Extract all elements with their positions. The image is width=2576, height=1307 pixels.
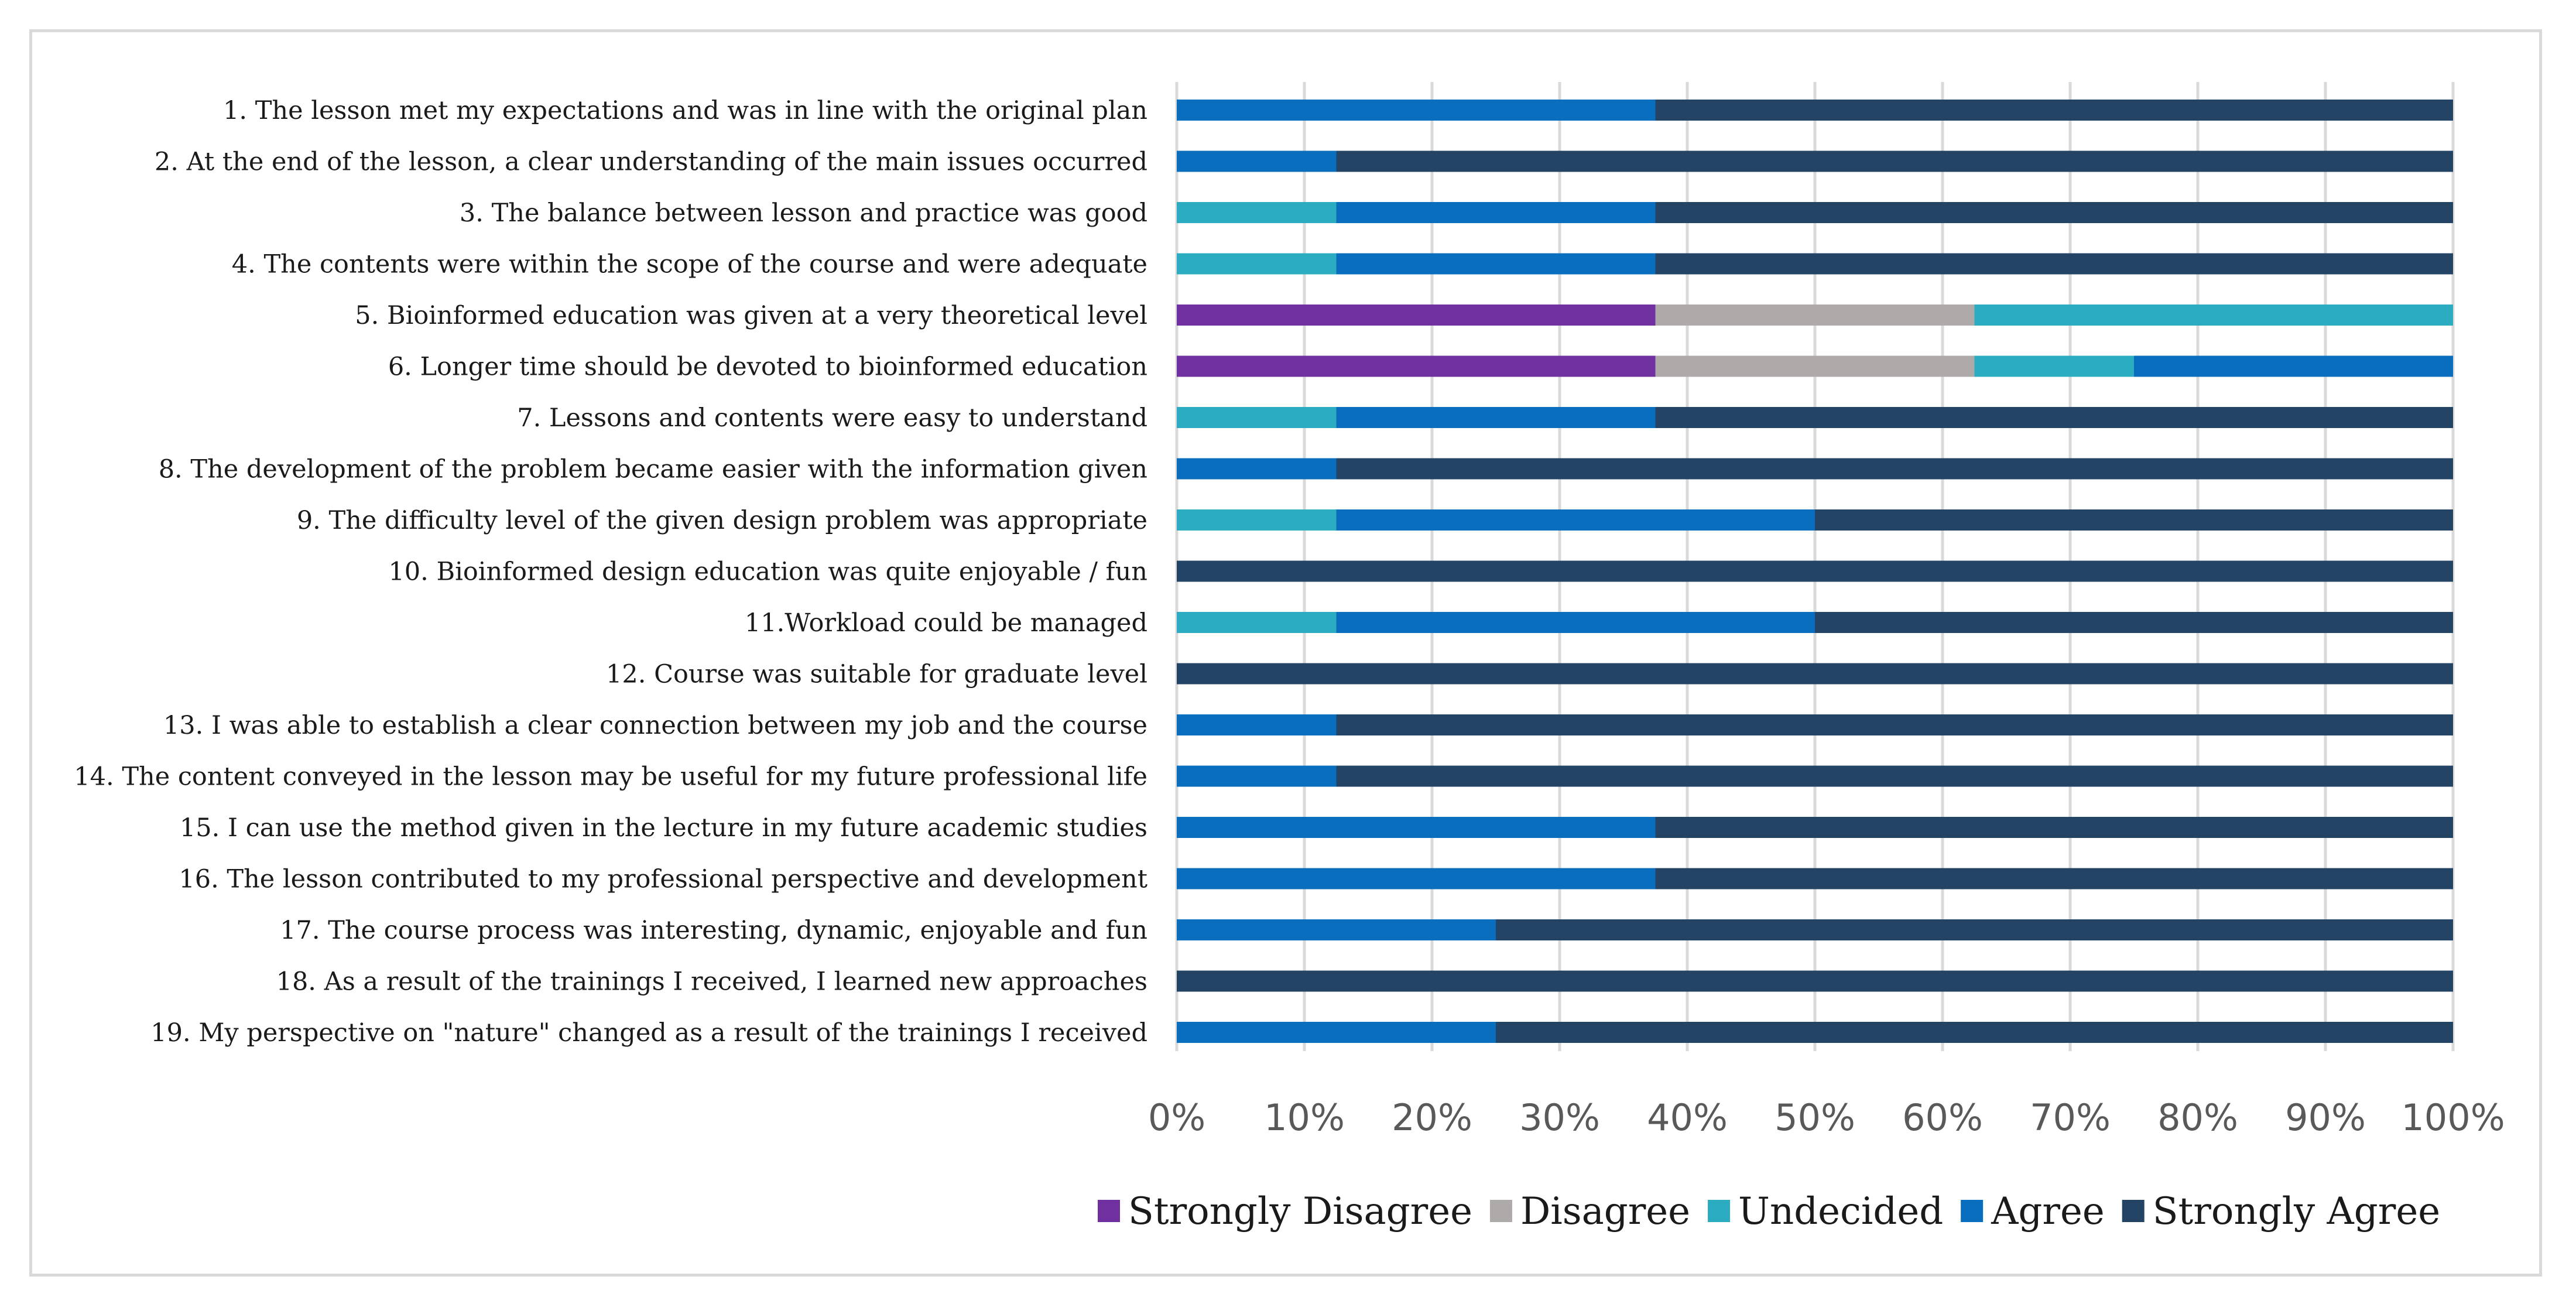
- category-label: 1. The lesson met my expectations and wa…: [223, 96, 1147, 125]
- category-labels: 1. The lesson met my expectations and wa…: [74, 96, 1147, 1048]
- bar-segment: [1336, 509, 1815, 531]
- category-label: 2. At the end of the lesson, a clear und…: [155, 148, 1147, 177]
- legend-label: Strongly Disagree: [1128, 1190, 1472, 1233]
- category-label: 19. My perspective on "nature" changed a…: [150, 1018, 1147, 1048]
- x-tick-label: 50%: [1775, 1096, 1855, 1139]
- bar-segment: [1974, 355, 2134, 377]
- bar-segment: [1177, 407, 1337, 428]
- legend-label: Disagree: [1520, 1190, 1690, 1233]
- legend-swatch: [1098, 1200, 1120, 1222]
- x-tick-label: 100%: [2401, 1096, 2505, 1139]
- bar-segment: [1177, 970, 2453, 992]
- bar-segment: [1496, 919, 2453, 940]
- bar-segment: [1177, 714, 1337, 735]
- bar-segment: [1336, 765, 2453, 787]
- bar-segment: [1815, 612, 2453, 633]
- chart-frame: [29, 29, 2542, 1277]
- bar-segment: [1177, 765, 1337, 787]
- x-axis-ticks: 0% 10% 20% 30% 40% 50% 60% 70% 80% 90% 100%: [1148, 1096, 2505, 1139]
- category-label: 11.Workload could be managed: [745, 608, 1147, 638]
- bar-segment: [1496, 1022, 2453, 1043]
- bar-segment: [1177, 663, 2453, 685]
- x-tick-label: 20%: [1392, 1096, 1472, 1139]
- category-label: 17. The course process was interesting, …: [280, 916, 1147, 945]
- bar-segment: [1177, 612, 1337, 633]
- category-label: 6. Longer time should be devoted to bioi…: [388, 353, 1147, 382]
- bar-segment: [1177, 253, 1337, 275]
- category-label: 18. As a result of the trainings I recei…: [276, 967, 1147, 997]
- bar-segment: [1177, 817, 1656, 838]
- bar-segment: [1655, 868, 2453, 889]
- category-label: 5. Bioinformed education was given at a …: [355, 301, 1147, 330]
- bar-segment: [1177, 304, 1656, 326]
- bar-segment: [1336, 714, 2453, 735]
- bar-segment: [1655, 355, 1975, 377]
- bar-segment: [1655, 817, 2453, 838]
- category-label: 4. The contents were within the scope of…: [232, 250, 1147, 279]
- legend-swatch: [1708, 1200, 1731, 1222]
- bar-segment: [1336, 612, 1815, 633]
- bar-segment: [1336, 202, 1656, 223]
- bar-segment: [1336, 407, 1656, 428]
- bar-segment: [1655, 100, 2453, 121]
- bar-segment: [1177, 355, 1656, 377]
- x-tick-label: 70%: [2030, 1096, 2111, 1139]
- bars: [1177, 100, 2453, 1043]
- legend-swatch: [1961, 1200, 1984, 1222]
- legend-label: Undecided: [1738, 1190, 1943, 1233]
- legend-swatch: [2122, 1200, 2145, 1222]
- bar-segment: [1177, 1022, 1496, 1043]
- category-label: 12. Course was suitable for graduate lev…: [606, 660, 1147, 689]
- legend-label: Strongly Agree: [2153, 1190, 2440, 1233]
- bar-segment: [1177, 150, 1337, 172]
- x-tick-label: 30%: [1519, 1096, 1600, 1139]
- bar-segment: [1655, 407, 2453, 428]
- legend-swatch: [1489, 1200, 1512, 1222]
- bar-segment: [1177, 919, 1496, 940]
- bar-segment: [1177, 100, 1656, 121]
- legend: Strongly Disagree Disagree Undecided Agree S…: [1098, 1190, 2440, 1233]
- bar-segment: [1336, 150, 2453, 172]
- bar-segment: [1655, 304, 1975, 326]
- bar-segment: [1336, 253, 1656, 275]
- bar-segment: [1177, 560, 2453, 582]
- bar-segment: [1177, 509, 1337, 531]
- category-label: 13. I was able to establish a clear conn…: [163, 711, 1147, 740]
- x-tick-label: 80%: [2157, 1096, 2238, 1139]
- bar-segment: [2134, 355, 2453, 377]
- x-tick-label: 40%: [1647, 1096, 1728, 1139]
- x-tick-label: 10%: [1264, 1096, 1345, 1139]
- category-label: 9. The difficulty level of the given des…: [297, 506, 1147, 535]
- bar-segment: [1177, 202, 1337, 223]
- x-tick-label: 90%: [2285, 1096, 2366, 1139]
- bar-segment: [1336, 458, 2453, 480]
- bar-segment: [1815, 509, 2453, 531]
- x-tick-label: 0%: [1148, 1096, 1205, 1139]
- category-label: 7. Lessons and contents were easy to und…: [517, 403, 1147, 433]
- category-label: 8. The development of the problem became…: [159, 455, 1147, 484]
- legend-label: Agree: [1991, 1190, 2105, 1233]
- bar-segment: [1177, 458, 1337, 480]
- bar-segment: [1655, 202, 2453, 223]
- category-label: 10. Bioinformed design education was qui…: [388, 557, 1147, 587]
- bar-segment: [1974, 304, 2453, 326]
- category-label: 3. The balance between lesson and practi…: [460, 199, 1147, 228]
- category-label: 16. The lesson contributed to my profess…: [179, 865, 1147, 894]
- bar-segment: [1655, 253, 2453, 275]
- bar-segment: [1177, 868, 1656, 889]
- category-label: 15. I can use the method given in the le…: [180, 813, 1147, 843]
- category-label: 14. The content conveyed in the lesson m…: [74, 762, 1147, 792]
- x-tick-label: 60%: [1902, 1096, 1983, 1139]
